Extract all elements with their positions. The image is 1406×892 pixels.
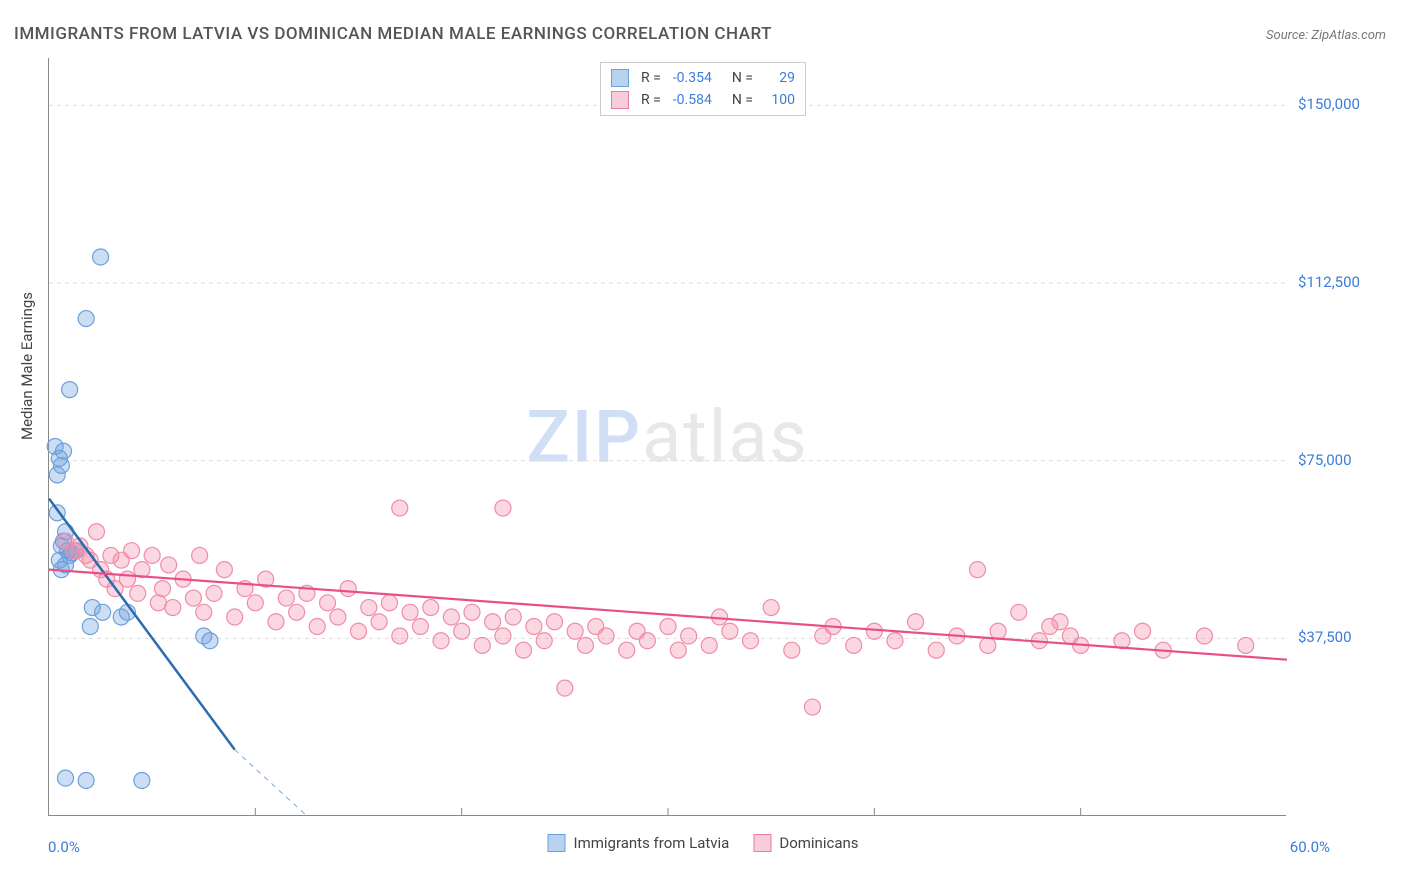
legend-label-latvia: Immigrants from Latvia (573, 834, 729, 852)
legend-item-latvia: Immigrants from Latvia (547, 834, 729, 852)
legend-stats: R = -0.354 N = 29 R = -0.584 N = 100 (600, 62, 806, 116)
swatch-latvia (611, 69, 629, 87)
y-tick-label: $37,500 (1298, 628, 1352, 646)
plot-area: ZIPatlas (48, 58, 1286, 816)
legend-item-dominican: Dominicans (753, 834, 858, 852)
plot-svg (49, 58, 1286, 815)
x-max-label: 60.0% (1290, 838, 1330, 856)
n-value-latvia: 29 (765, 70, 795, 86)
legend-stats-row-dominican: R = -0.584 N = 100 (611, 89, 795, 111)
y-tick-label: $112,500 (1298, 273, 1360, 291)
chart-title: IMMIGRANTS FROM LATVIA VS DOMINICAN MEDI… (14, 24, 772, 44)
x-min-label: 0.0% (48, 838, 80, 856)
n-label-dominican: N = (732, 92, 753, 108)
swatch-dominican-bottom (753, 834, 771, 852)
y-tick-label: $75,000 (1298, 451, 1352, 469)
r-value-dominican: -0.584 (673, 92, 712, 108)
swatch-dominican (611, 91, 629, 109)
y-tick-label: $150,000 (1298, 95, 1360, 113)
r-value-latvia: -0.354 (673, 70, 712, 86)
source-label: Source: ZipAtlas.com (1266, 28, 1386, 43)
n-label-latvia: N = (732, 70, 753, 86)
legend-label-dominican: Dominicans (779, 834, 858, 852)
legend-series: Immigrants from Latvia Dominicans (547, 834, 858, 852)
r-label-latvia: R = (641, 70, 661, 86)
swatch-latvia-bottom (547, 834, 565, 852)
n-value-dominican: 100 (765, 92, 795, 108)
y-axis-title: Median Male Earnings (18, 292, 36, 440)
legend-stats-row-latvia: R = -0.354 N = 29 (611, 67, 795, 89)
chart-container: IMMIGRANTS FROM LATVIA VS DOMINICAN MEDI… (0, 0, 1406, 892)
r-label-dominican: R = (641, 92, 661, 108)
